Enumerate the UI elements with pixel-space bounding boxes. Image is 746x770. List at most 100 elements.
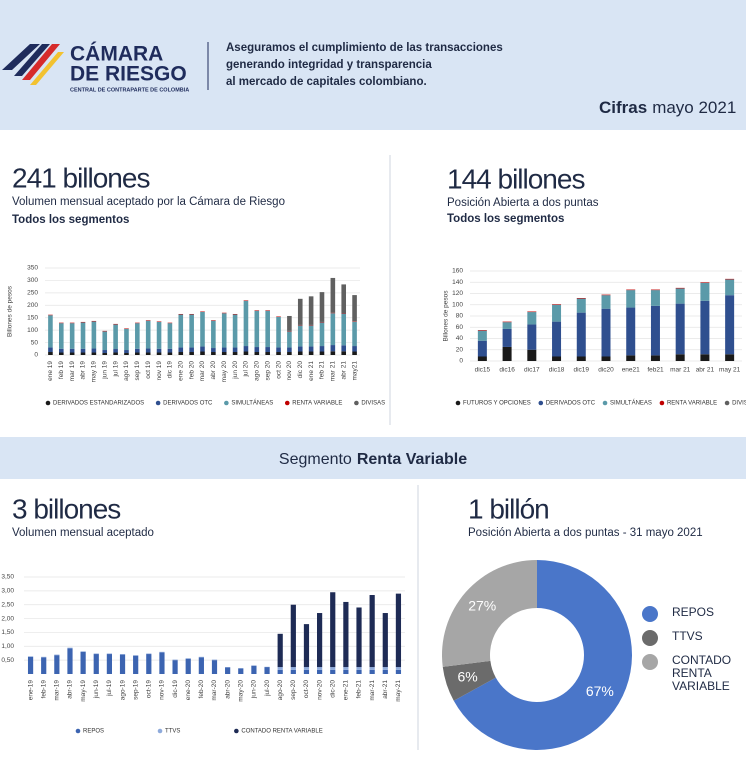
y-tick-label: 350 [27,265,38,272]
bar-segment [67,648,73,674]
x-tick-label: ago-19 [119,680,126,701]
x-tick-label: may-20 [237,680,244,702]
y-tick-label: 2,00 [1,615,14,622]
bar-segment [330,351,336,355]
x-tick-label: dic15 [475,367,491,374]
legend-item: TTVS [642,630,746,646]
bar-segment [80,348,86,353]
bar-segment [308,351,314,355]
y-tick-label: 250 [27,290,38,297]
x-tick-label: jun-19 [93,680,100,699]
legend-label: DERIVADOS ESTANDARIZADOS [53,401,144,407]
bar-segment [124,350,129,354]
bar-segment [330,669,336,674]
bar-segment [527,349,537,361]
bar-segment [319,351,325,355]
bar-segment [159,652,165,674]
bar-segment [27,656,34,674]
y-tick-label: 120 [452,290,463,297]
bar-segment [477,330,487,331]
bar-segment [243,300,249,347]
bar-segment [58,352,64,355]
bar-segment [27,656,34,657]
subtitle: Volumen mensual aceptado [12,527,154,539]
subtitle: Posición Abierta a dos puntas [447,197,599,209]
bar-segment [67,647,73,649]
bar-segment [725,354,735,361]
bar-segment [232,314,238,348]
x-tick-label: abr 20 [210,361,217,380]
headline: 241 billones [12,162,149,193]
bar-segment [91,321,97,349]
x-tick-label: mar 19 [69,361,76,382]
bar-segment [330,313,336,346]
x-tick-label: abr 19 [80,361,87,380]
legend-marker [538,400,544,406]
legend-label: TTVS [672,629,703,643]
bar-segment [119,654,126,655]
bar-segment [221,347,227,353]
bar-segment [675,354,685,361]
bar-segment [48,352,53,355]
bar-segment [69,352,75,355]
bar-segment [189,352,194,355]
bar-segment [276,352,281,355]
bar-segment [330,667,336,670]
bar-segment [106,653,112,655]
bar-segment [317,613,323,668]
y-tick-label: 140 [452,279,463,286]
x-tick-label: mar 21 [670,367,691,374]
bar-segment [243,346,249,352]
x-tick-label: dic 20 [297,361,304,379]
bar-segment [69,323,75,349]
legend-marker [659,400,665,406]
x-tick-label: ene-20 [185,680,192,701]
bar-segment [343,669,349,674]
x-tick-label: abr 21 [340,361,347,380]
bar-segment [352,351,357,355]
y-tick-label: 0 [459,358,463,365]
legend-label: CONTADO RENTA VARIABLE [672,653,732,693]
x-tick-label: jun-20 [251,680,258,699]
bar-segment [211,659,218,661]
bar-segment [113,349,118,353]
x-tick-label: mar 20 [199,361,206,382]
bar-segment [264,667,270,674]
bar-segment [80,651,86,674]
x-tick-label: jun 20 [232,361,239,380]
bar-segment [156,352,162,355]
bar-segment [601,294,611,296]
logo-name: CÁMARA [70,43,163,66]
x-tick-label: dic-20 [329,680,336,698]
x-tick-label: ene-21 [343,680,350,701]
legend-marker [284,400,290,406]
bar-segment [265,310,270,348]
bar-segment [276,316,281,348]
bar-segment [185,658,191,659]
legend-marker [234,728,239,734]
y-tick-label: 1,00 [1,643,14,650]
bar-segment [167,352,173,355]
bar-segment [527,311,537,313]
period: Cifras mayo 2021 [599,98,736,117]
bar-segment [124,353,129,355]
bar-segment [601,295,611,309]
headline: 1 billón [468,493,549,524]
bar-segment [552,304,562,305]
bar-segment [319,322,325,347]
x-tick-label: ago 20 [254,361,261,381]
bar-segment [341,351,347,355]
y-tick-label: 50 [31,339,39,346]
x-tick-label: dic18 [549,367,565,374]
bar-segment [341,313,347,346]
bar-segment [700,300,710,355]
bar-segment [287,352,292,355]
bar-segment [200,351,205,355]
bar-segment [675,287,685,289]
bar-segment [725,278,735,280]
x-tick-label: may21 [351,361,358,381]
bar-segment [93,653,99,655]
bar-segment [287,347,292,353]
bar-segment [200,311,205,347]
